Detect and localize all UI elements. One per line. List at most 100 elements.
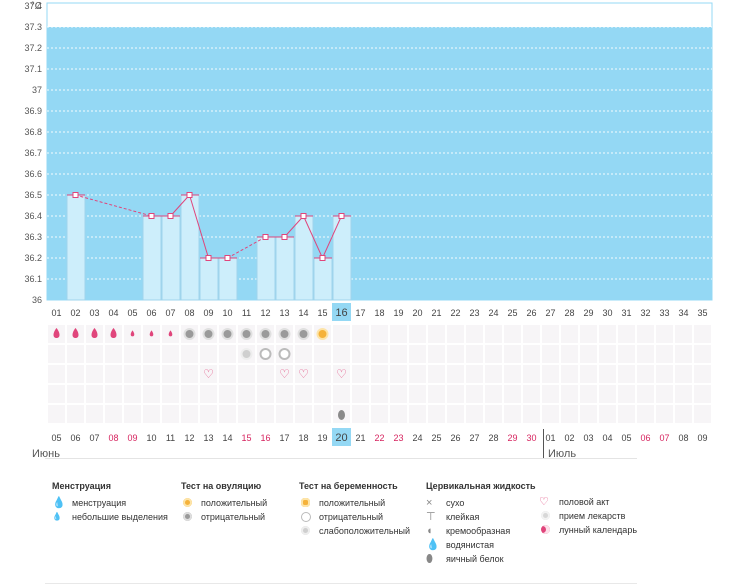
y-tick-label: 36.9 [24,106,42,116]
marker-cell [504,365,521,383]
marker-cell [428,365,445,383]
cycle-day-label: 07 [165,308,175,318]
y-axis-unit: °C [31,1,42,12]
marker-cell [143,405,160,423]
legend-bottom-border [45,583,637,584]
temperature-bar [180,194,200,301]
cycle-day-label: 24 [488,308,498,318]
marker-cell [371,325,388,343]
temperature-bar [256,236,276,301]
temperature-line [189,194,209,259]
calendar-date-label: 25 [431,433,441,443]
marker-cell [618,405,635,423]
marker-cell [86,345,103,363]
calendar-date-label: 21 [355,433,365,443]
marker-cell [162,385,179,403]
calendar-date-label: 01 [545,433,555,443]
marker-cell [124,345,141,363]
calendar-date-label: 04 [602,433,612,443]
marker-cell [656,385,673,403]
calendar-date-label: 16 [260,433,270,443]
marker-cell [694,345,711,363]
cycle-day-label: 01 [51,308,61,318]
calendar-date-label: 08 [678,433,688,443]
menstruation-light-icon [149,330,154,337]
marker-cell [447,385,464,403]
marker-cell [105,345,122,363]
marker-cell [352,345,369,363]
marker-cell [48,365,65,383]
creamy-icon: ◖ [426,525,433,537]
cycle-day-label: 30 [602,308,612,318]
legend-item: менструация [72,498,127,508]
cycle-day-label: 10 [222,308,232,318]
calendar-date-label: 11 [166,433,175,443]
cycle-day-label: 12 [260,308,270,318]
marker-cell [561,345,578,363]
marker-cell [485,405,502,423]
ovulation-negative-icon [181,511,195,523]
temperature-line [322,215,342,259]
pregnancy-weak-icon [299,525,313,537]
temperature-line-dashed [227,236,266,259]
dry-icon: × [426,497,433,509]
marker-cell [295,365,312,383]
marker-cell [656,405,673,423]
marker-cell [219,365,236,383]
menstruation-heavy-icon [53,328,60,338]
cycle-day-label: 11 [242,308,251,318]
marker-cell [409,325,426,343]
calendar-date-label: 09 [697,433,707,443]
marker-cell [580,325,597,343]
marker-cell [523,325,540,343]
marker-cell [390,345,407,363]
marker-cell [618,325,635,343]
marker-cell [409,405,426,423]
marker-cell [466,385,483,403]
calendar-date-label: 19 [317,433,327,443]
marker-cell [333,325,350,343]
marker-cell [314,365,331,383]
marker-cell [656,345,673,363]
legend-item: небольшие выделения [72,512,168,522]
marker-cell [428,385,445,403]
y-tick-label: 36.4 [24,211,42,221]
marker-cell [257,385,274,403]
legend-item: водянистая [446,540,495,550]
marker-cell [618,345,635,363]
temperature-line [170,194,190,217]
legend-item: лунный календарь [559,525,638,535]
marker-cell [580,365,597,383]
marker-cell [181,385,198,403]
temperature-point [186,192,193,198]
marker-cell [200,345,217,363]
temperature-bar [142,215,162,301]
temperature-point [262,234,269,240]
calendar-date-label: 27 [469,433,479,443]
marker-cell [390,325,407,343]
marker-cell [333,345,350,363]
cycle-day-label: 17 [355,308,365,318]
temperature-point [72,192,79,198]
temperature-point [300,213,307,219]
month-label-june: Июнь [32,448,60,460]
marker-cell [675,385,692,403]
cycle-day-label: 27 [545,308,555,318]
marker-cell [371,365,388,383]
marker-cell [352,325,369,343]
marker-cell [219,405,236,423]
marker-cell [219,385,236,403]
marker-cell [238,385,255,403]
marker-cell [447,345,464,363]
pregnancy-negative-icon [278,348,291,360]
heart-icon: ♡ [539,496,549,508]
cycle-day-label: 02 [70,308,80,318]
marker-cell [523,385,540,403]
legend-menstruation-title: Менструация [52,481,111,491]
menstruation-heavy-icon [91,328,98,338]
legend-item: отрицательный [201,512,266,522]
menstruation-light-icon [130,330,135,337]
marker-cell [352,405,369,423]
heart-icon: ♡ [279,367,290,381]
